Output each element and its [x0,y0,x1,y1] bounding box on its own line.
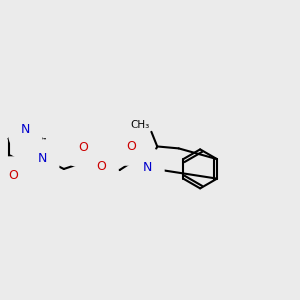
Text: N: N [143,161,152,174]
Text: O: O [8,169,18,182]
Text: O: O [96,160,106,173]
Text: O: O [78,141,88,154]
Text: N: N [38,152,47,165]
Text: O: O [126,140,136,153]
Text: CH₃: CH₃ [130,120,150,130]
Text: N: N [21,122,30,136]
